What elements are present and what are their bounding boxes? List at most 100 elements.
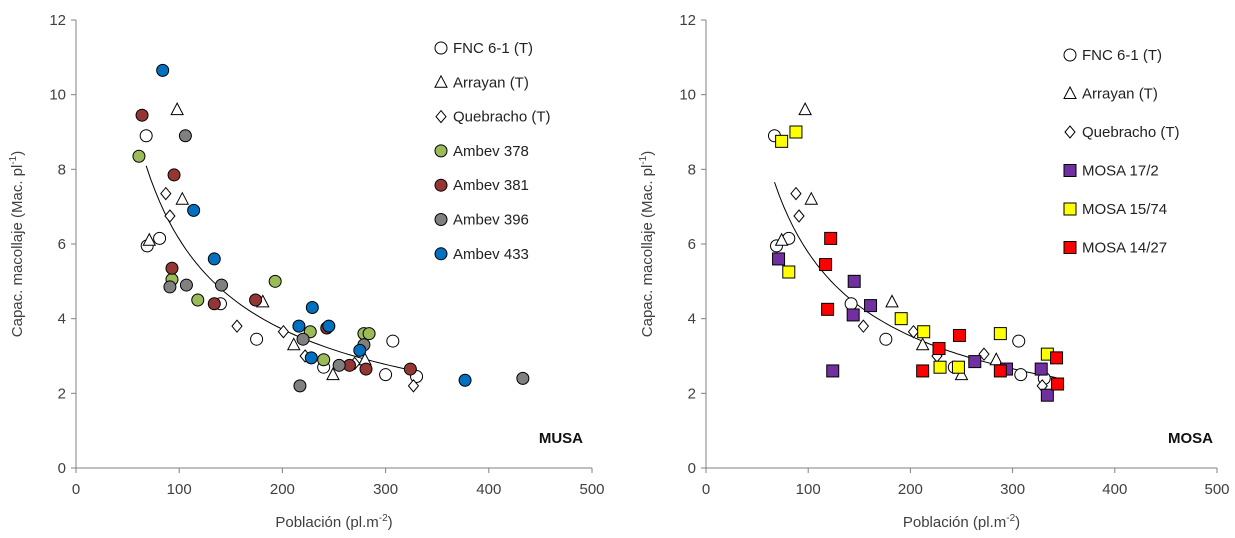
data-point	[293, 379, 307, 393]
data-point	[846, 308, 860, 322]
legend-label: Arrayan (T)	[453, 74, 529, 91]
data-point	[798, 102, 812, 116]
data-point	[317, 353, 331, 367]
y-tick-label: 12	[49, 12, 66, 29]
legend-marker	[434, 247, 448, 261]
y-axis-label: Capac. macollaje (Mac. pl-1)	[638, 151, 656, 337]
legend-label: Ambev 433	[453, 246, 529, 263]
data-point	[403, 362, 417, 376]
data-point	[286, 337, 301, 351]
data-point	[821, 302, 835, 316]
x-tick-label: 100	[796, 481, 821, 498]
legend-marker	[1063, 85, 1077, 99]
data-point	[954, 367, 969, 381]
data-point	[304, 351, 318, 365]
chart-panel-1: 0 2 4 6 8 10 12 0 100 200 300 400 500 Población (pl.m…	[8, 12, 605, 531]
legend-label: Arrayan (T)	[1082, 86, 1158, 103]
y-tick-label: 6	[58, 236, 66, 253]
trendline	[145, 165, 419, 373]
data-point	[1050, 351, 1064, 365]
x-tick-label: 200	[270, 481, 295, 498]
chart-panel-2: 0 2 4 6 8 10 12 0 100 200 300 400 500 Población (pl.m…	[638, 12, 1230, 531]
data-point	[993, 364, 1007, 378]
data-point	[215, 278, 229, 292]
y-tick-label: 6	[688, 236, 696, 253]
data-point	[142, 232, 157, 246]
x-tick-label: 400	[1102, 481, 1127, 498]
data-point	[135, 108, 149, 122]
panel-label: MOSA	[1168, 430, 1213, 447]
data-point	[187, 203, 201, 217]
data-point	[249, 293, 263, 307]
data-point	[379, 368, 393, 382]
x-tick-label: 0	[72, 481, 80, 498]
legend-label: Ambev 378	[453, 143, 529, 160]
data-point	[250, 332, 264, 346]
x-tick-label: 0	[702, 481, 710, 498]
data-point	[847, 274, 861, 288]
data-point	[362, 327, 376, 341]
data-point	[231, 319, 243, 333]
data-point	[826, 364, 840, 378]
legend-marker	[434, 144, 448, 158]
data-point	[1014, 368, 1028, 382]
legend-label: FNC 6-1 (T)	[1082, 47, 1162, 64]
data-point	[332, 358, 346, 372]
data-point	[132, 149, 146, 163]
y-tick-label: 8	[688, 161, 696, 178]
y-axis-label: Capac. macollaje (Mac. pl-1)	[8, 151, 26, 337]
data-point	[153, 231, 167, 245]
legend-marker	[1063, 48, 1077, 62]
data-point	[326, 367, 340, 381]
y-tick-label: 12	[679, 12, 696, 29]
data-point	[167, 168, 181, 182]
legend-label: Quebracho (T)	[453, 109, 551, 126]
x-tick-label: 300	[1000, 481, 1025, 498]
data-point	[804, 191, 819, 205]
data-point	[844, 297, 858, 311]
data-point	[164, 209, 176, 223]
data-point	[305, 300, 319, 314]
legend-marker	[435, 109, 447, 124]
data-point	[819, 258, 833, 272]
legend-label: MOSA 14/27	[1082, 240, 1167, 257]
y-tick-label: 10	[679, 87, 696, 104]
data-point	[774, 232, 789, 246]
data-point	[207, 297, 221, 311]
data-point	[322, 319, 336, 333]
data-point	[407, 379, 420, 393]
x-tick-label: 400	[476, 481, 501, 498]
data-point	[793, 209, 805, 223]
data-point	[1051, 377, 1065, 391]
data-point	[160, 186, 172, 201]
data-point	[775, 134, 789, 148]
data-point	[175, 191, 190, 205]
data-point	[790, 186, 802, 201]
legend-label: Ambev 381	[453, 177, 529, 194]
data-point	[951, 360, 965, 374]
x-tick-label: 100	[167, 481, 192, 498]
legend-marker	[434, 74, 448, 88]
legend-label: FNC 6-1 (T)	[453, 40, 533, 57]
x-tick-label: 500	[579, 481, 604, 498]
data-point	[894, 312, 908, 326]
legend-marker	[1063, 164, 1077, 177]
data-point	[1034, 362, 1048, 376]
data-point	[952, 328, 966, 342]
trendline	[774, 182, 1057, 379]
y-tick-label: 0	[58, 460, 66, 477]
data-point	[516, 371, 530, 385]
y-tick-label: 4	[688, 311, 696, 328]
data-point	[386, 334, 400, 348]
data-point	[292, 319, 306, 333]
data-point	[978, 347, 990, 361]
data-point	[268, 274, 282, 288]
legend-label: MOSA 15/74	[1082, 201, 1167, 218]
data-point	[163, 280, 177, 294]
data-point	[178, 129, 192, 143]
data-point	[917, 325, 931, 339]
data-point	[296, 332, 310, 346]
x-tick-label: 200	[898, 481, 923, 498]
